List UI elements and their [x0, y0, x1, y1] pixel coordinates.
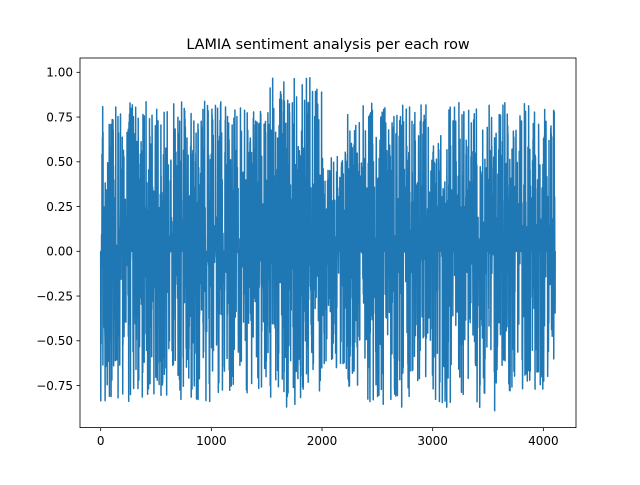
- y-tick-label: 0.00: [46, 245, 73, 259]
- x-tick-label: 0: [97, 434, 105, 448]
- y-tick-label: −0.75: [36, 379, 73, 393]
- series-line: [99, 76, 556, 412]
- y-tick-label: 0.75: [46, 110, 73, 124]
- y-tick-label: 1.00: [46, 66, 73, 80]
- y-tick-label: 0.25: [46, 200, 73, 214]
- axes-layer: 0 1000 2000 3000 4000 −0.75 −0.50 −0.25 0.00 0.25…: [36, 57, 577, 448]
- series-layer: [99, 76, 556, 412]
- x-tick-label: 4000: [528, 434, 559, 448]
- x-tick-label: 3000: [417, 434, 448, 448]
- x-tick-label: 2000: [307, 434, 338, 448]
- chart-title: LAMIA sentiment analysis per each row: [186, 37, 470, 53]
- y-tick-label: −0.25: [36, 289, 73, 303]
- y-tick-label: 0.50: [46, 155, 73, 169]
- y-tick-label: −0.50: [36, 334, 73, 348]
- x-tick-label: 1000: [196, 434, 227, 448]
- axes-frame: [79, 57, 577, 429]
